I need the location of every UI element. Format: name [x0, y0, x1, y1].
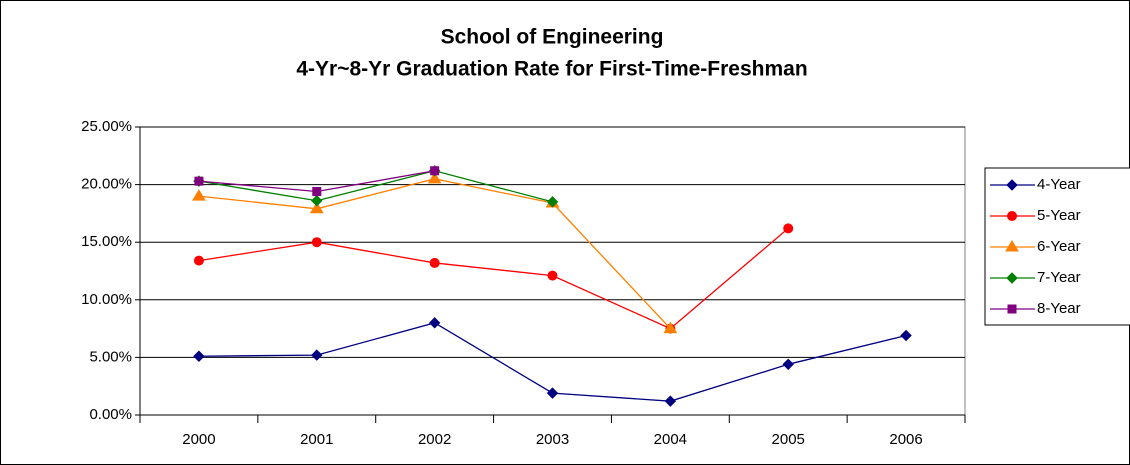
data-point [311, 237, 322, 248]
y-tick-label: 25.00% [81, 118, 132, 135]
data-point [546, 387, 559, 399]
data-point [429, 257, 440, 268]
series-line [198, 227, 789, 330]
x-tick-label: 2005 [772, 431, 805, 448]
legend-marker [1006, 272, 1018, 284]
legend-label: 5-Year [1037, 207, 1081, 224]
x-tick-label: 2006 [889, 431, 922, 448]
data-point [309, 201, 324, 214]
x-tick-label: 2002 [418, 431, 451, 448]
y-tick-label: 10.00% [81, 291, 132, 308]
data-point [663, 321, 678, 334]
data-point [311, 349, 323, 361]
x-tick-label: 2001 [300, 431, 333, 448]
legend-label: 4-Year [1037, 176, 1081, 193]
data-point [193, 255, 204, 266]
series-line [198, 170, 553, 203]
y-tick-label: 0.00% [89, 406, 132, 423]
data-point [192, 189, 206, 201]
legend-label: 8-Year [1037, 300, 1081, 317]
legend-marker [1006, 179, 1018, 191]
data-point [311, 195, 323, 207]
data-point [547, 270, 558, 281]
y-tick-label: 5.00% [89, 348, 132, 365]
data-point [430, 166, 440, 176]
data-point [427, 171, 442, 184]
legend-label: 6-Year [1037, 238, 1081, 255]
y-tick-label: 15.00% [81, 233, 132, 250]
data-point [193, 350, 205, 362]
chart-title: School of Engineering [441, 26, 664, 49]
data-point [664, 395, 677, 407]
legend-marker [1005, 240, 1019, 252]
y-tick-label: 20.00% [81, 176, 132, 193]
data-point [783, 223, 794, 234]
data-point [900, 329, 912, 342]
x-tick-label: 2004 [654, 431, 687, 448]
data-point [312, 187, 322, 197]
x-tick-label: 2000 [182, 431, 215, 448]
x-tick-label: 2003 [536, 431, 569, 448]
data-point [782, 358, 794, 371]
data-point [194, 176, 204, 186]
data-point [546, 196, 559, 208]
chart-subtitle: 4-Yr~8-Yr Graduation Rate for First-Time… [296, 58, 807, 81]
data-point [428, 317, 441, 329]
legend-marker [1007, 211, 1017, 221]
legend-marker [1007, 304, 1017, 314]
legend-label: 7-Year [1037, 269, 1081, 286]
